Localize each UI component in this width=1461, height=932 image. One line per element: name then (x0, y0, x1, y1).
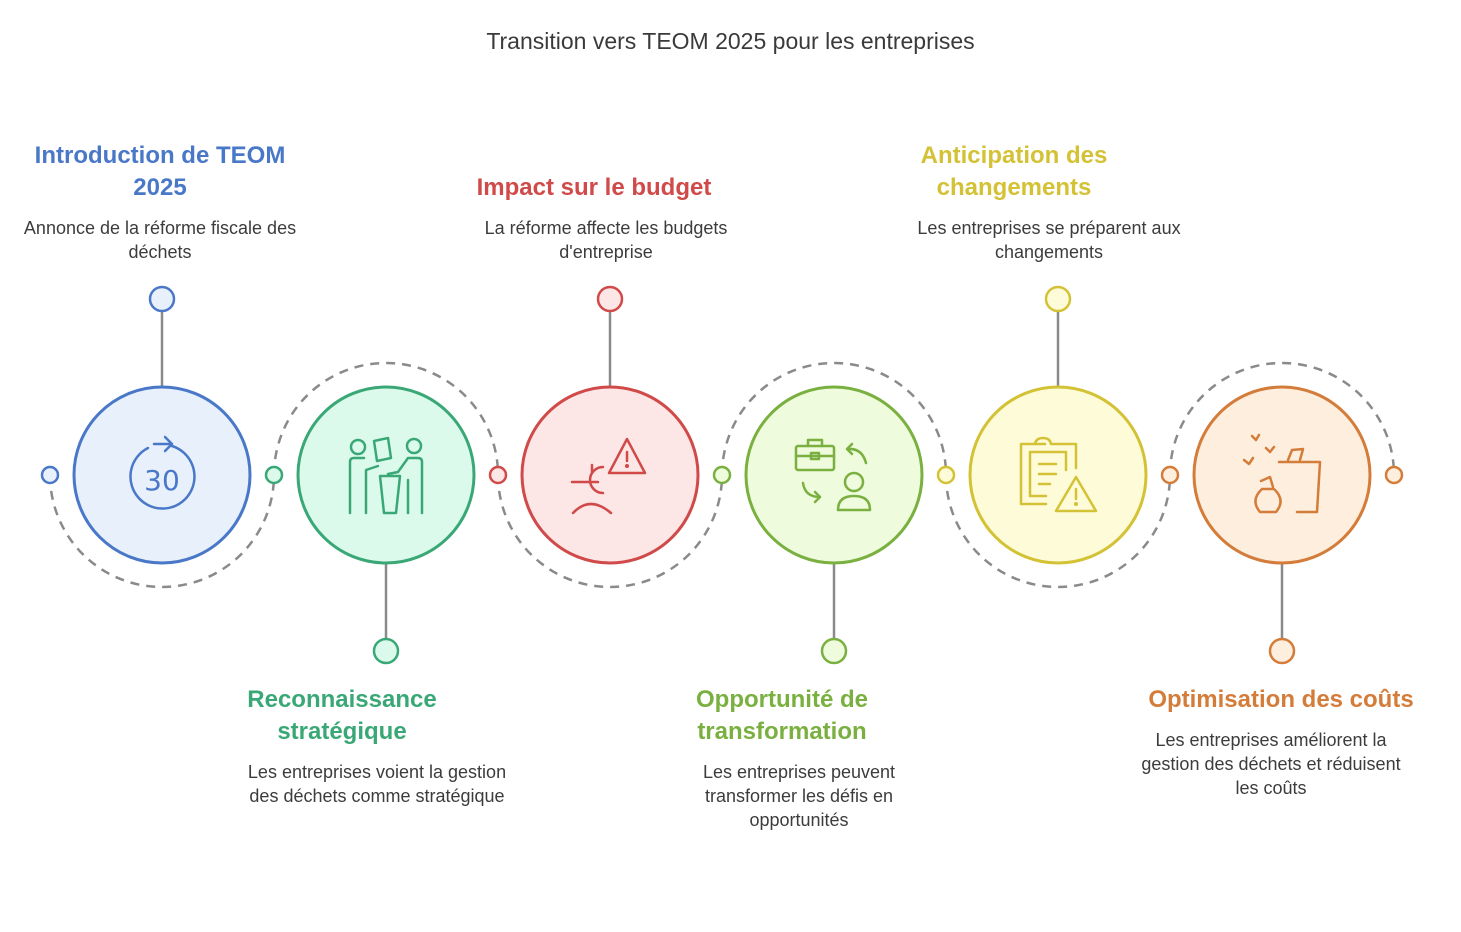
step-circle-1 (72, 385, 252, 565)
clipboard-warning-icon (1019, 436, 1098, 513)
step-4-heading: Opportunité de transformation (696, 686, 868, 745)
step-5-description: Les entreprises se préparent aux changem… (917, 218, 1181, 262)
people-recycling-icon (348, 436, 424, 515)
step-5-heading: Anticipation des changements (920, 142, 1108, 201)
euro-warning-icon (570, 437, 647, 515)
step-1-heading: Introduction de TEOM 2025 (34, 142, 286, 201)
step-2-description: Les entreprises voient la gestion des dé… (247, 762, 507, 806)
step-circle-3 (520, 385, 700, 565)
step-2-heading: Reconnaissance stratégique (247, 686, 437, 745)
svg-text:30: 30 (144, 464, 180, 497)
step-circle-4 (744, 385, 924, 565)
step-circles (72, 385, 1372, 565)
step-3-heading: Impact sur le budget (476, 174, 712, 201)
step-6-block: Optimisation des coûts Les entreprises a… (1131, 684, 1431, 800)
dashed-connector-arcs (48, 361, 1396, 589)
step-6-description: Les entreprises améliorent la gestion de… (1141, 730, 1401, 798)
step-1-description: Annonce de la réforme fiscale des déchet… (23, 218, 297, 262)
step-3-block: Impact sur le budget La réforme affecte … (444, 172, 744, 264)
step-6-heading: Optimisation des coûts (1148, 686, 1414, 713)
timer-30-icon: 30 (129, 435, 196, 510)
stem-end-dots (148, 285, 1296, 665)
step-4-block: Opportunité de transformation Les entrepr… (632, 684, 932, 832)
step-1-block: Introduction de TEOM 2025 Annonce de la r… (10, 140, 310, 264)
stems (160, 310, 1284, 640)
step-5-block: Anticipation des changements Les entrepri… (864, 140, 1180, 264)
arc-dots (40, 465, 1404, 485)
step-3-description: La réforme affecte les budgets d'entrepr… (484, 218, 728, 262)
step-4-description: Les entreprises peuvent transformer les … (702, 762, 896, 830)
diagram-title: Transition vers TEOM 2025 pour les entre… (486, 28, 975, 54)
briefcase-exchange-icon (794, 438, 872, 512)
step-circle-5 (968, 385, 1148, 565)
step-2-block: Reconnaissance stratégique Les entreprise… (192, 684, 506, 808)
step-circle-6 (1192, 385, 1372, 565)
waste-bin-icon (1242, 433, 1322, 514)
